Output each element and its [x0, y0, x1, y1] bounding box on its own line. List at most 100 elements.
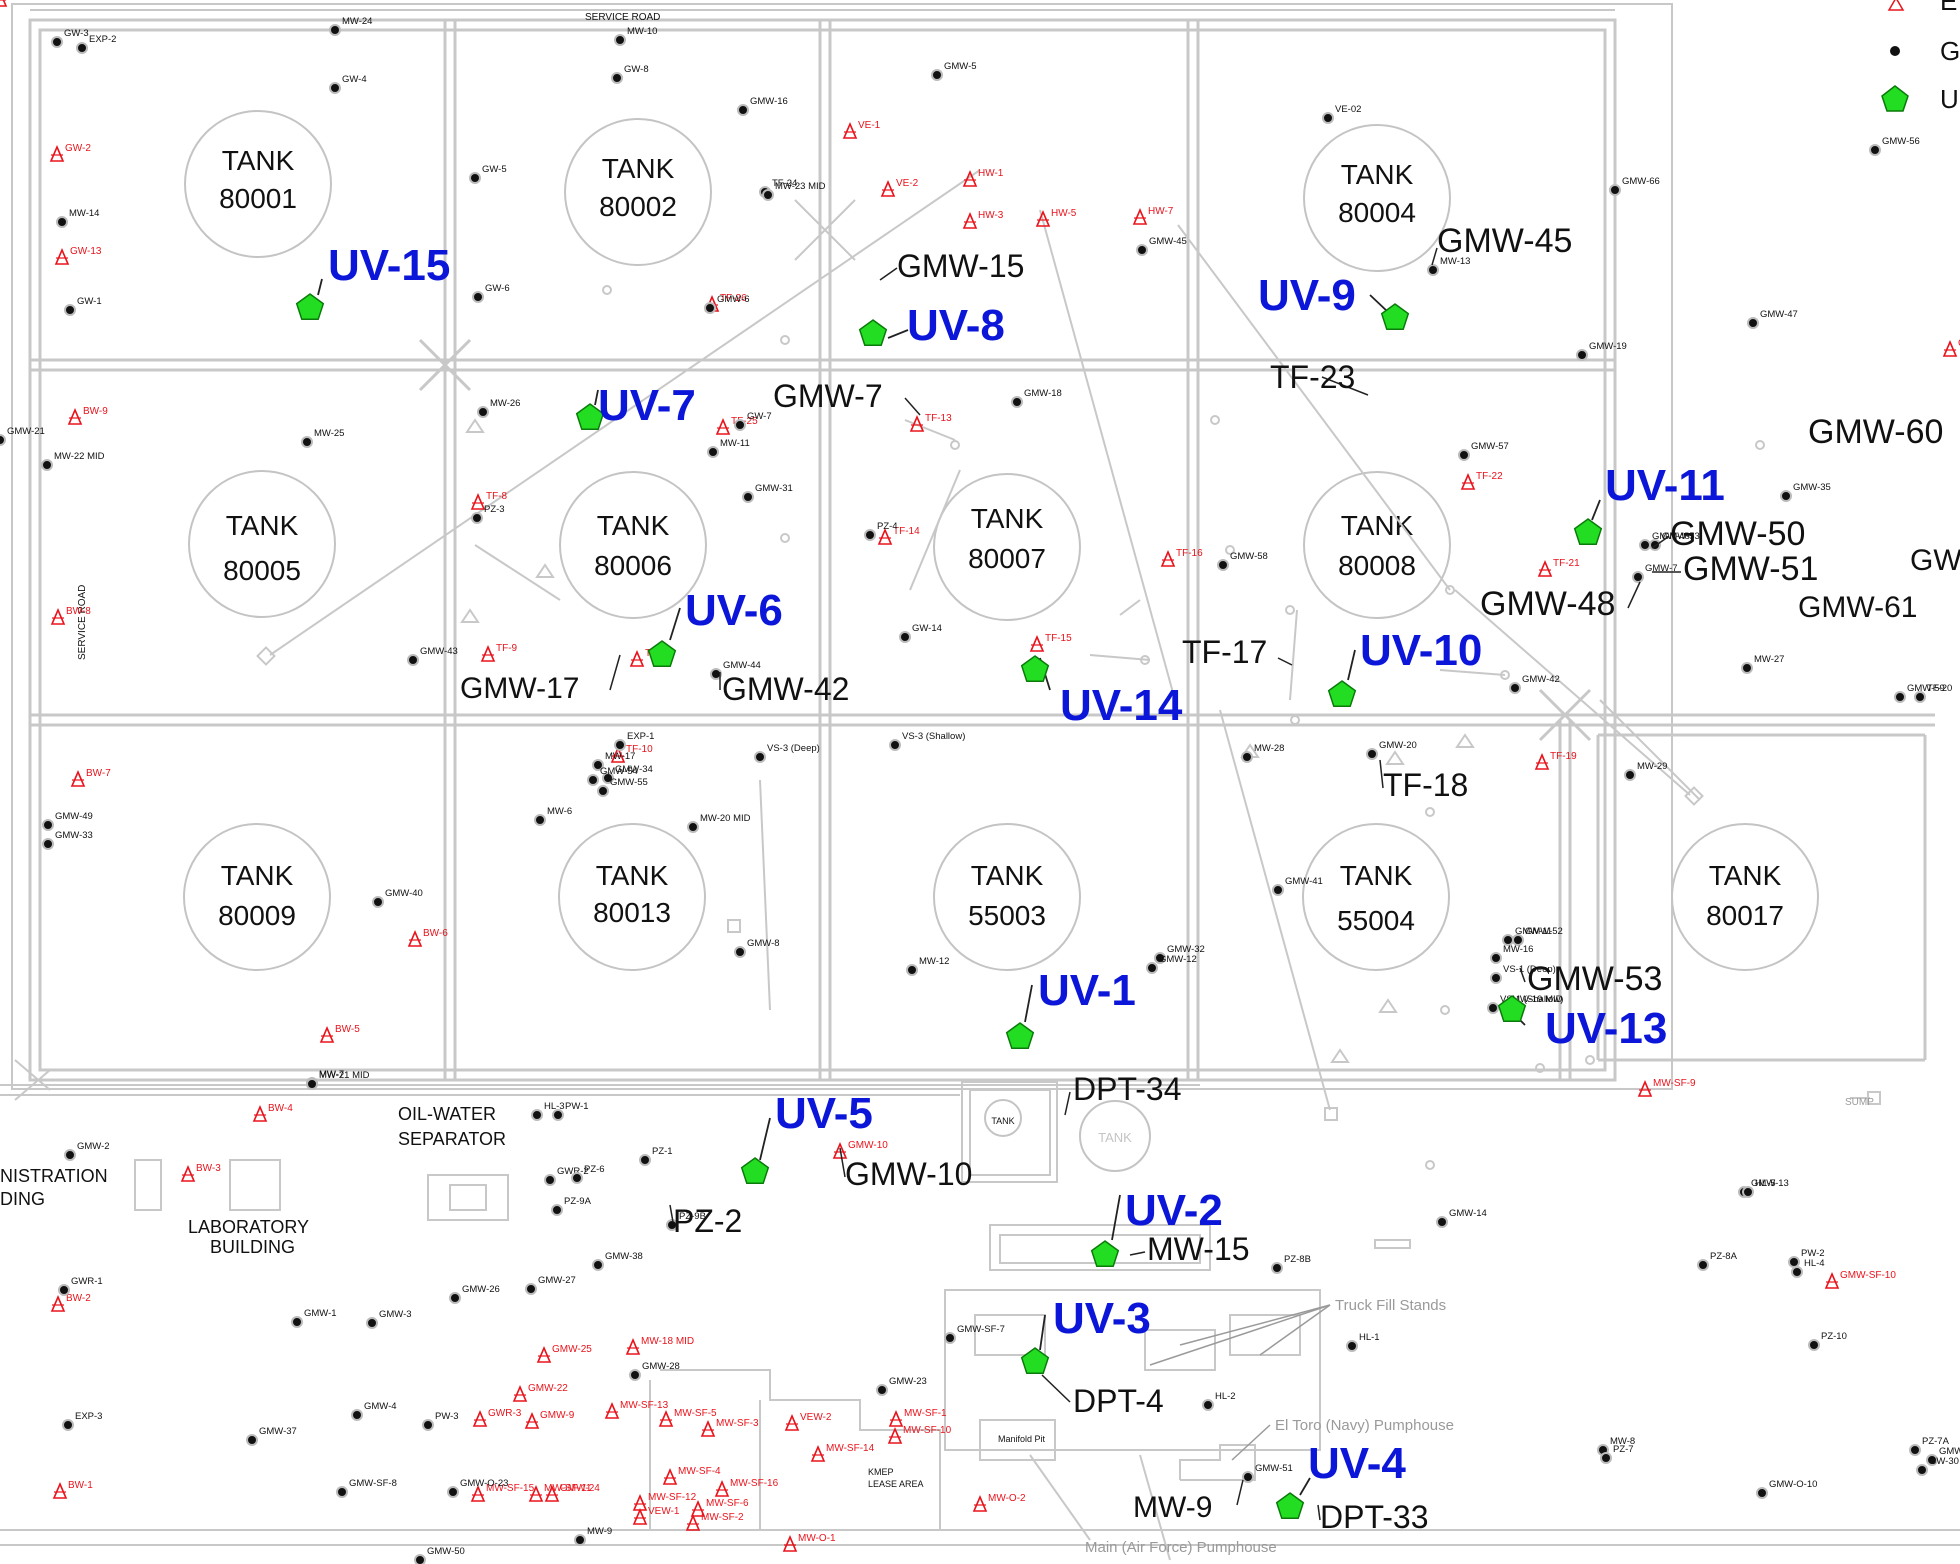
tank-label: TANK — [597, 510, 670, 541]
extraction-well: TF-14 — [877, 526, 920, 545]
well-label: MW-26 — [490, 398, 520, 409]
extraction-well: GW-2 — [49, 143, 91, 162]
uv-point: UV-10 — [1327, 626, 1482, 708]
red-triangle-well-icon — [632, 1507, 648, 1525]
groundwater-well: GMW-3 — [366, 1309, 412, 1329]
well-label: GMW-SF-7 — [957, 1324, 1005, 1335]
groundwater-well: GMW-SF-8 — [336, 1478, 397, 1498]
red-triangle-well-icon — [972, 1494, 988, 1512]
el-toro-pumphouse-label: El Toro (Navy) Pumphouse — [1275, 1417, 1454, 1434]
extraction-well: GMW-25 — [536, 1344, 592, 1363]
groundwater-well: MW-6 — [534, 806, 572, 826]
black-circle-well-icon — [42, 838, 54, 850]
well-label: GMW-11 — [1515, 926, 1552, 937]
extraction-well: MW-SF-14 — [810, 1443, 875, 1462]
red-triangle-well-icon — [472, 1409, 488, 1427]
truck-fill-stands-label: Truck Fill Stands — [1335, 1297, 1446, 1314]
tank-label: 80009 — [218, 900, 296, 931]
well-label: HW-1 — [978, 168, 1004, 179]
black-circle-well-icon — [762, 189, 774, 201]
uv-point: UV-3 — [1020, 1294, 1151, 1375]
sump-label: SUMP — [1845, 1097, 1874, 1108]
well-label: GMW-57 — [1471, 441, 1509, 452]
uv-label: UV-2 — [1125, 1186, 1223, 1235]
legend-item: G — [1890, 36, 1960, 66]
black-circle-well-icon — [64, 304, 76, 316]
black-circle-well-icon — [551, 1204, 563, 1216]
well-label: GMW-10 — [848, 1140, 888, 1151]
extraction-well: MW-O-1 — [782, 1533, 836, 1552]
well-label: PZ-6 — [584, 1164, 605, 1175]
black-circle-well-icon — [1366, 748, 1378, 760]
groundwater-well: GMW-6 — [704, 294, 750, 314]
tank-label: TANK — [1341, 159, 1414, 190]
groundwater-well: GMW-32 — [1154, 944, 1205, 964]
uv-layer: UV-15 UV-8 UV-9 UV-7 UV-6 UV-11 UV-10 UV-14 UV-1… — [295, 241, 1725, 1520]
well-label: BW-2 — [66, 1293, 91, 1304]
callout-text: GW — [1910, 544, 1960, 577]
well-label: GMW-48 — [1652, 531, 1690, 542]
well-label: MW-SF-1 — [904, 1408, 947, 1419]
red-triangle-well-icon — [690, 1499, 706, 1517]
groundwater-well: GMW-2 — [64, 1141, 110, 1161]
black-circle-well-icon — [899, 631, 911, 643]
extraction-well: BW-9 — [67, 406, 108, 425]
well-label: GMW-56 — [1882, 136, 1920, 147]
uv-point: UV-4 — [1275, 1439, 1406, 1520]
black-circle-well-icon — [1890, 46, 1900, 56]
small-markers — [256, 285, 1765, 1170]
groundwater-well: GMW-SF-7 — [944, 1324, 1005, 1344]
extraction-well: BW-6 — [407, 928, 448, 947]
groundwater-well: VS-1 (Shallow) — [1487, 994, 1563, 1014]
black-circle-well-icon — [336, 1486, 348, 1498]
well-label: GMW-33 — [55, 830, 93, 841]
well-label: PZ-4 — [877, 521, 898, 532]
groundwater-well: MW-29 — [1624, 761, 1667, 781]
extraction-well: BW-3 — [180, 1163, 221, 1182]
green-pentagon-icon — [858, 319, 888, 347]
tanks — [183, 110, 1819, 1172]
area-labels: SERVICE ROAD SERVICE ROAD OIL-WATER SEPA… — [0, 12, 1874, 1556]
well-label: HW-3 — [978, 210, 1004, 221]
extraction-well: MW-SF-6 — [690, 1498, 749, 1517]
uv-label: UV-10 — [1360, 626, 1482, 675]
black-circle-well-icon — [906, 964, 918, 976]
red-triangle-well-icon — [512, 1384, 528, 1402]
groundwater-well: GMW-59 — [1894, 683, 1945, 703]
black-circle-well-icon — [449, 1292, 461, 1304]
legend-item: E — [1887, 0, 1957, 16]
red-triangle-well-icon — [1029, 634, 1045, 652]
groundwater-well: GMW-23 — [876, 1376, 927, 1396]
red-triangle-well-icon — [1637, 1079, 1653, 1097]
groundwater-well: GMW-54 — [587, 766, 638, 786]
well-label: BW-8 — [66, 606, 91, 617]
red-triangle-well-icon — [1132, 207, 1148, 225]
uv-label: UV-4 — [1308, 1439, 1406, 1488]
well-label: GMW-31 — [755, 483, 793, 494]
red-triangle-well-icon — [877, 527, 893, 545]
well-label: TF-22 — [1476, 471, 1503, 482]
well-label: MW-9 — [587, 1526, 612, 1537]
extraction-well: MW-SF-16 — [714, 1478, 779, 1497]
well-label: GMW-16 — [750, 96, 788, 107]
callout-text: GMW-51 — [1683, 550, 1818, 588]
uv-point: UV-1 — [1005, 966, 1136, 1050]
groundwater-well: HL-3 — [531, 1101, 565, 1121]
green-pentagon-icon — [740, 1157, 770, 1185]
well-label: GW-13 — [70, 246, 102, 257]
groundwater-well: GMW-52 — [1512, 926, 1563, 946]
black-circle-well-icon — [1808, 1339, 1820, 1351]
groundwater-well: GMW-18 — [1011, 388, 1062, 408]
groundwater-well: GMW-O-23 — [447, 1478, 508, 1498]
red-triangle-well-icon — [54, 247, 70, 265]
black-circle-well-icon — [734, 946, 746, 958]
uv-label: UV-7 — [598, 381, 696, 430]
well-label: MW-SF-16 — [730, 1478, 779, 1489]
service-road-label: SERVICE ROAD — [77, 585, 88, 660]
black-circle-well-icon — [1509, 682, 1521, 694]
callout-text: GMW-61 — [1798, 591, 1917, 624]
extraction-well: MW-SF-3 — [700, 1418, 759, 1437]
black-circle-well-icon — [687, 821, 699, 833]
red-triangle-well-icon — [700, 1419, 716, 1437]
